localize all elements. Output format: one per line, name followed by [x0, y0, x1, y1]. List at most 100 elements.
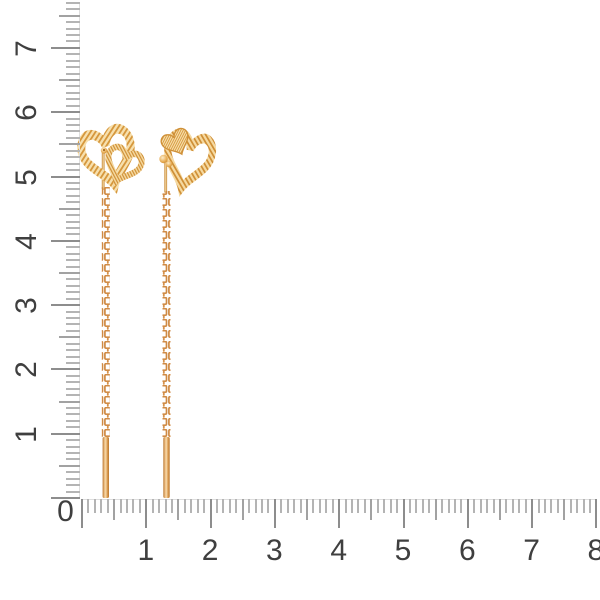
vertical-ruler-tick	[51, 368, 80, 371]
horizontal-ruler-tick	[203, 499, 206, 513]
horizontal-ruler-tick	[318, 499, 321, 513]
vertical-ruler-tick	[51, 304, 80, 307]
vertical-ruler-tick	[66, 34, 80, 37]
ruler-origin-label: 0	[57, 495, 75, 528]
horizontal-ruler-tick	[312, 499, 315, 513]
horizontal-ruler-tick	[158, 499, 161, 513]
horizontal-ruler-tick	[466, 499, 469, 528]
vertical-ruler-tick	[59, 79, 80, 82]
vertical-ruler-tick	[59, 400, 80, 403]
horizontal-ruler-tick	[183, 499, 186, 513]
vertical-ruler-tick	[66, 445, 80, 448]
vertical-ruler-label: 1	[10, 424, 43, 443]
horizontal-ruler-tick	[447, 499, 450, 513]
vertical-ruler-tick	[66, 130, 80, 133]
horizontal-ruler-tick	[537, 499, 540, 513]
vertical-ruler-tick	[66, 21, 80, 24]
vertical-ruler-tick	[59, 336, 80, 339]
horizontal-ruler-tick	[216, 499, 219, 513]
horizontal-ruler-tick	[132, 499, 135, 513]
vertical-ruler-tick	[66, 8, 80, 11]
horizontal-ruler-tick	[177, 499, 180, 520]
vertical-ruler-tick	[51, 111, 80, 114]
horizontal-ruler-tick	[273, 499, 276, 528]
horizontal-ruler-label: 2	[201, 534, 220, 567]
horizontal-ruler-tick	[460, 499, 463, 513]
vertical-ruler-tick	[66, 265, 80, 268]
vertical-ruler-tick	[59, 207, 80, 210]
vertical-ruler-tick	[66, 181, 80, 184]
vertical-ruler-tick	[66, 387, 80, 390]
horizontal-ruler-tick	[563, 499, 566, 520]
horizontal-ruler-tick	[209, 499, 212, 528]
horizontal-ruler-label: 7	[523, 534, 541, 567]
earring-right-bead	[159, 154, 168, 164]
earring-left	[78, 126, 144, 498]
vertical-ruler-tick	[66, 156, 80, 159]
horizontal-ruler-tick	[524, 499, 527, 513]
vertical-ruler-tick	[66, 124, 80, 127]
vertical-ruler-tick	[66, 91, 80, 94]
vertical-ruler-tick	[66, 490, 80, 493]
vertical-ruler-tick	[66, 169, 80, 172]
horizontal-ruler-tick	[190, 499, 193, 513]
vertical-ruler-tick	[66, 310, 80, 313]
vertical-ruler-tick	[66, 426, 80, 429]
horizontal-ruler-tick	[344, 499, 347, 513]
horizontal-ruler-tick	[164, 499, 167, 513]
vertical-ruler-tick	[66, 406, 80, 409]
horizontal-ruler-tick	[241, 499, 244, 520]
horizontal-ruler-tick	[370, 499, 373, 520]
vertical-ruler-tick	[59, 143, 80, 146]
vertical-ruler-label: 4	[10, 231, 43, 250]
horizontal-ruler-tick	[138, 499, 141, 513]
horizontal-ruler-tick	[338, 499, 341, 528]
vertical-ruler-tick	[66, 188, 80, 191]
horizontal-ruler-tick	[87, 499, 90, 513]
horizontal-ruler-tick	[396, 499, 399, 513]
vertical-ruler-tick	[51, 497, 80, 499]
horizontal-ruler-tick	[518, 499, 521, 513]
vertical-ruler-tick	[51, 432, 80, 435]
horizontal-ruler-tick	[473, 499, 476, 513]
vertical-ruler-tick	[66, 220, 80, 223]
horizontal-ruler-tick	[196, 499, 199, 513]
vertical-ruler-tick	[66, 98, 80, 101]
earring-right-chain	[162, 191, 171, 437]
horizontal-ruler-tick	[498, 499, 501, 520]
vertical-ruler-tick	[66, 117, 80, 120]
horizontal-ruler-tick	[293, 499, 296, 513]
horizontal-ruler-tick	[235, 499, 238, 513]
vertical-ruler-tick	[66, 458, 80, 461]
horizontal-ruler-label: 6	[458, 534, 477, 567]
horizontal-ruler-tick	[126, 499, 128, 513]
horizontal-ruler-tick	[325, 499, 328, 513]
horizontal-ruler-tick	[543, 499, 546, 513]
horizontal-ruler-tick	[100, 499, 103, 513]
earring-right	[159, 125, 215, 498]
vertical-ruler-tick	[59, 464, 80, 467]
horizontal-ruler-tick	[408, 499, 411, 513]
horizontal-ruler-tick	[389, 499, 392, 513]
horizontal-ruler-tick	[228, 499, 231, 513]
vertical-ruler-tick	[66, 104, 80, 107]
vertical-ruler-tick	[51, 175, 80, 178]
vertical-ruler-tick	[66, 85, 80, 88]
vertical-ruler-tick	[66, 484, 80, 487]
vertical-ruler-tick	[66, 252, 80, 255]
vertical-ruler-tick	[66, 136, 80, 139]
horizontal-ruler-tick	[306, 499, 309, 520]
vertical-ruler-label: 5	[10, 167, 43, 186]
horizontal-ruler-tick	[171, 499, 174, 513]
vertical-ruler-tick	[66, 413, 80, 416]
horizontal-ruler-tick	[106, 499, 109, 513]
vertical-ruler-tick	[59, 271, 80, 274]
horizontal-ruler-tick	[376, 499, 379, 513]
vertical-ruler-tick	[66, 53, 80, 56]
horizontal-ruler-tick	[248, 499, 251, 513]
vertical-ruler-tick	[66, 59, 80, 62]
vertical-ruler-label: 6	[10, 103, 43, 122]
horizontal-ruler-tick	[569, 499, 572, 513]
